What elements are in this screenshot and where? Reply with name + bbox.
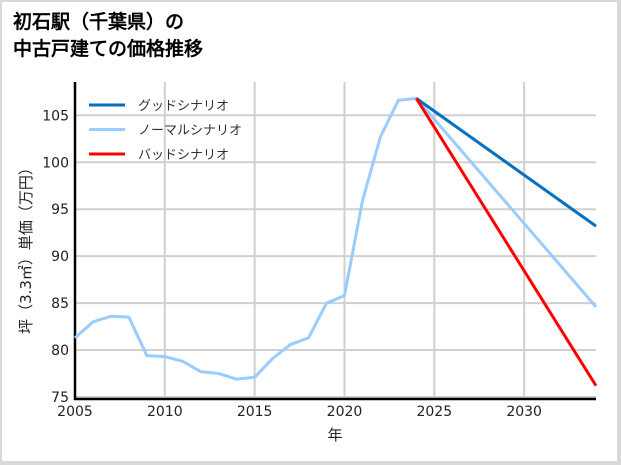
x-tick-label: 2015	[237, 404, 273, 420]
y-tick-label: 100	[42, 155, 69, 171]
legend-label: グッドシナリオ	[138, 99, 229, 114]
x-tick-label: 2030	[506, 404, 542, 420]
series-line	[415, 97, 598, 387]
legend-label: バッドシナリオ	[138, 148, 229, 163]
y-tick-label: 105	[42, 108, 69, 124]
x-tick-label: 2025	[416, 404, 452, 420]
x-tick-label: 2010	[147, 404, 183, 420]
x-tick-label: 2020	[327, 404, 363, 420]
y-tick-label: 90	[51, 249, 69, 265]
x-tick-label: 2005	[57, 404, 93, 420]
y-tick-label: 75	[51, 390, 69, 406]
y-tick-label: 80	[51, 343, 69, 359]
series-line	[415, 97, 597, 228]
y-tick-label: 95	[51, 202, 69, 218]
y-axis-label: 坪（3.3㎡）単価（万円）	[17, 160, 35, 334]
title-line-1: 初石駅（千葉県）の	[13, 11, 185, 33]
chart-title: 初石駅（千葉県）の 中古戸建ての価格推移	[13, 9, 203, 63]
y-tick-label: 85	[51, 296, 69, 312]
x-axis-label: 年	[327, 426, 342, 444]
series-line	[74, 96, 598, 381]
title-line-2: 中古戸建ての価格推移	[13, 38, 204, 60]
legend-label: ノーマルシナリオ	[138, 124, 242, 139]
